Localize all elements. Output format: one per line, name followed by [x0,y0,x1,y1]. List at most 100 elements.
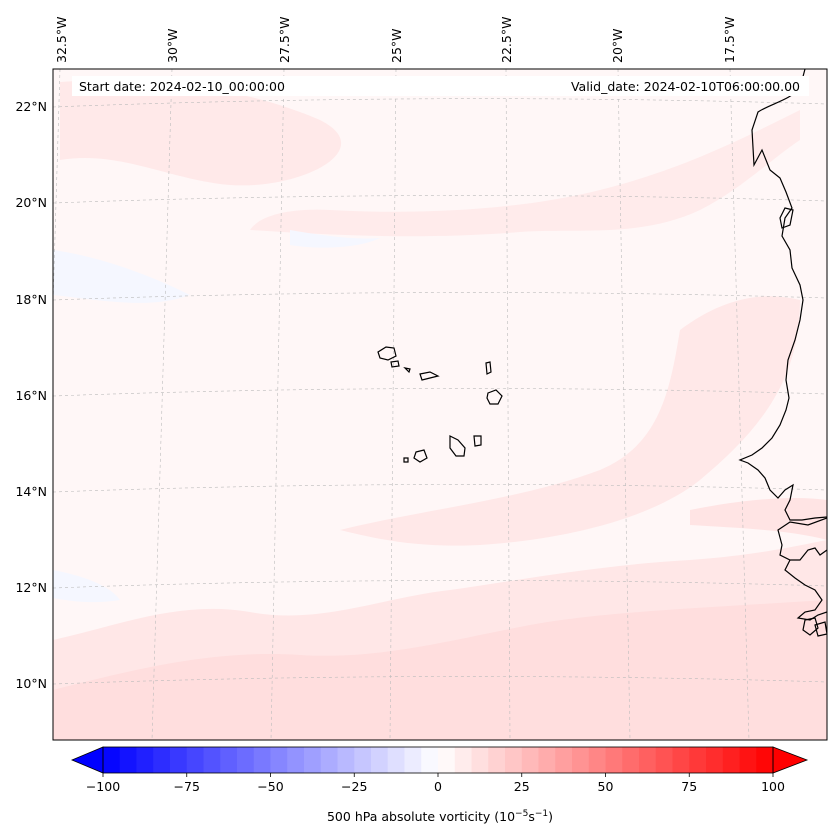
colorbar-cell [555,747,573,773]
colorbar-extend-max [772,746,809,774]
colorbar: −100 −75 −50 −25 0 25 50 75 100 500 hPa absolute… [70,746,809,824]
colorbar-cells [103,747,774,773]
colorbar-cell [404,747,422,773]
colorbar-cell [739,747,757,773]
parallel-line [53,292,827,301]
info-strip-background [72,76,809,96]
colorbar-tick-label: 75 [681,779,697,794]
colorbar-tick-label: 25 [514,779,530,794]
colorbar-cell [588,747,607,773]
colorbar-cell [153,747,171,773]
colorbar-cell [756,747,774,773]
africa-coastline [738,69,827,521]
colorbar-cell [387,747,406,773]
longitude-label: 27.5°W [277,17,292,63]
coastal-island [814,621,827,637]
latitude-label: 18°N [15,292,47,307]
map-panel [52,68,828,741]
colorbar-cell [186,747,205,773]
start-date-text: Start date: 2024-02-10_00:00:00 [79,79,285,94]
longitude-labels: 32.5°W 30°W 27.5°W 25°W 22.5°W 20°W 17.5… [54,17,737,63]
colorbar-cell [421,747,439,773]
colorbar-cell [722,747,741,773]
africa-coastline-south [777,517,827,561]
island-santo-antao [377,346,397,361]
colorbar-cell [471,747,489,773]
vorticity-patch [53,600,827,740]
parallel-line [53,676,827,685]
parallel-line [53,388,827,397]
island-sal [485,361,492,375]
island-brava [403,457,409,463]
meridian-line [505,69,511,740]
colorbar-cell [253,747,272,773]
colorbar-cell [371,747,389,773]
colorbar-cell [655,747,674,773]
colorbar-cell [354,747,372,773]
valid-date-text: Valid_date: 2024-02-10T06:00:00.00 [571,79,800,94]
colorbar-tick-label: 0 [434,779,442,794]
map-frame [52,68,828,741]
latitude-label: 16°N [15,388,47,403]
vorticity-patch [53,250,190,303]
longitude-label: 30°W [165,28,180,63]
meridian-line [270,69,285,740]
meridian-line [151,69,173,740]
longitude-label: 20°W [610,28,625,63]
meridian-line [729,69,750,740]
colorbar-cell [572,747,590,773]
colorbar-extend-min [70,746,104,774]
colorbar-cell [304,747,322,773]
island-maio [473,435,482,447]
colorbar-cell [706,747,724,773]
longitude-label: 25°W [389,28,404,63]
vorticity-patch [60,80,342,186]
colorbar-tick-label: −75 [174,779,200,794]
colorbar-label: 500 hPa absolute vorticity (10−5s−1) [327,809,553,824]
colorbar-cell [119,747,138,773]
cape-verde-islands [377,346,503,463]
colorbar-tick-label: −100 [86,779,120,794]
vorticity-patch [690,498,827,540]
island-sao-vicente [390,360,400,368]
vorticity-patch [250,110,800,237]
colorbar-tick-label: −50 [257,779,283,794]
parallel-line [53,98,827,108]
colorbar-cell [287,747,305,773]
colorbar-tick-label: −25 [341,779,367,794]
colorbar-cell [605,747,623,773]
colorbar-cell [488,747,506,773]
colorbar-cell [103,747,121,773]
latitude-label: 20°N [15,195,47,210]
vorticity-patch [290,230,380,248]
latitude-label: 22°N [15,99,47,114]
colorbar-tick-label: 50 [598,779,614,794]
parallel-line [53,195,827,204]
latitude-label: 12°N [15,580,47,595]
colorbar-cell [270,747,288,773]
island-fogo [413,449,428,463]
colorbar-cell [622,747,640,773]
longitude-label: 22.5°W [499,17,514,63]
colorbar-cell [505,747,523,773]
graticule [53,69,827,740]
parallel-line [53,484,827,493]
island-sao-nicolau [419,371,440,381]
colorbar-cell [237,747,255,773]
colorbar-cell [203,747,221,773]
colorbar-cell [454,747,473,773]
latitude-label: 10°N [15,676,47,691]
colorbar-cell [136,747,154,773]
colorbar-cell [170,747,188,773]
colorbar-cell [220,747,238,773]
colorbar-cell [337,747,355,773]
colorbar-tick-label: 100 [761,779,785,794]
colorbar-cell [639,747,657,773]
coastal-island [802,617,819,636]
colorbar-cell [538,747,556,773]
vorticity-field [53,80,827,740]
vorticity-patch [340,296,800,546]
latitude-labels: 22°N 20°N 18°N 16°N 14°N 12°N 10°N [15,99,47,691]
colorbar-cell [689,747,707,773]
